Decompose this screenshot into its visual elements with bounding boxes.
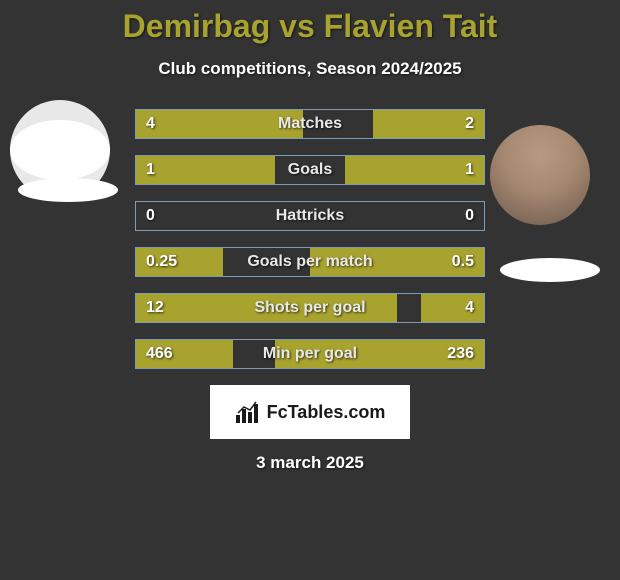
stat-label: Matches xyxy=(136,110,484,138)
subtitle: Club competitions, Season 2024/2025 xyxy=(0,59,620,79)
stat-row: 1 Goals 1 xyxy=(135,155,485,185)
stat-value-right: 4 xyxy=(465,294,474,322)
brand-text: FcTables.com xyxy=(267,402,386,423)
stat-label: Goals xyxy=(136,156,484,184)
date-label: 3 march 2025 xyxy=(0,453,620,473)
stat-label: Hattricks xyxy=(136,202,484,230)
comparison-infographic: Demirbag vs Flavien Tait Club competitio… xyxy=(0,0,620,580)
stat-row: 4 Matches 2 xyxy=(135,109,485,139)
stat-row: 12 Shots per goal 4 xyxy=(135,293,485,323)
stat-value-right: 0 xyxy=(465,202,474,230)
stat-row: 466 Min per goal 236 xyxy=(135,339,485,369)
stat-label: Shots per goal xyxy=(136,294,484,322)
stat-label: Goals per match xyxy=(136,248,484,276)
stat-value-right: 1 xyxy=(465,156,474,184)
stat-value-right: 2 xyxy=(465,110,474,138)
brand-badge: FcTables.com xyxy=(210,385,410,439)
page-title: Demirbag vs Flavien Tait xyxy=(0,8,620,45)
player-right-shadow xyxy=(500,258,600,282)
player-left-shadow xyxy=(18,178,118,202)
stat-row: 0.25 Goals per match 0.5 xyxy=(135,247,485,277)
stat-value-right: 236 xyxy=(447,340,474,368)
stat-label: Min per goal xyxy=(136,340,484,368)
stat-value-right: 0.5 xyxy=(452,248,474,276)
stat-row: 0 Hattricks 0 xyxy=(135,201,485,231)
player-right-avatar xyxy=(490,125,590,225)
bars-icon xyxy=(235,401,261,423)
stats-list: 4 Matches 2 1 Goals 1 0 Hattricks 0 0.25… xyxy=(135,109,485,369)
